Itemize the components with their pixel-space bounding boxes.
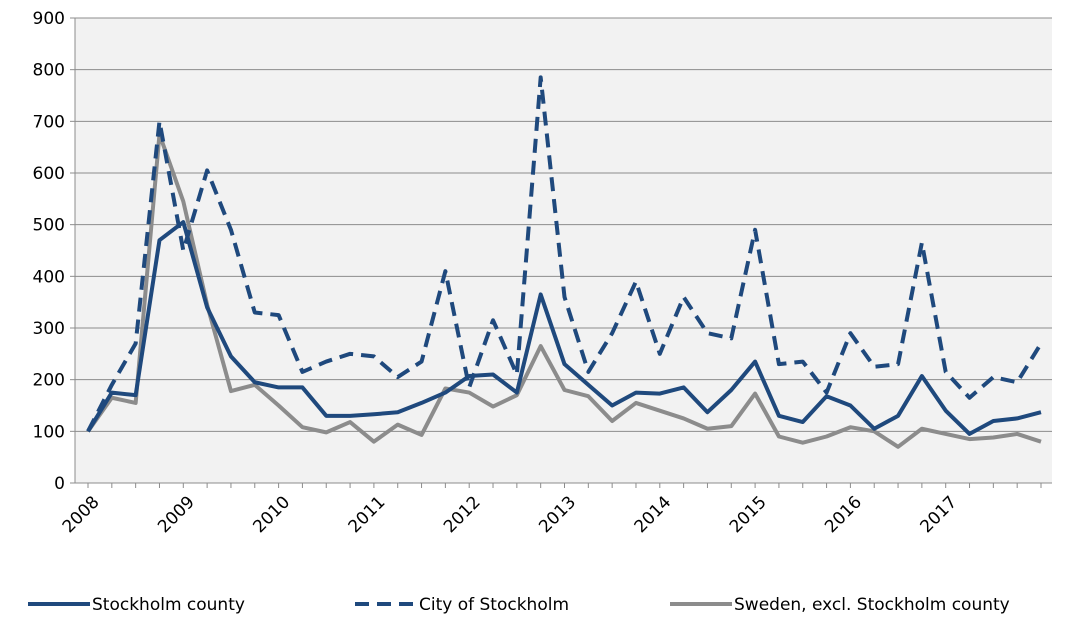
y-tick-label: 100 — [33, 422, 65, 442]
plot-area — [75, 18, 1052, 483]
x-tick-label: 2016 — [821, 492, 866, 537]
y-tick-label: 800 — [33, 61, 65, 81]
y-tick-label: 700 — [33, 112, 65, 132]
x-tick-label: 2008 — [59, 492, 104, 537]
x-tick-label: 2011 — [345, 492, 390, 537]
x-tick-label: 2009 — [154, 492, 199, 537]
y-tick-label: 200 — [33, 371, 65, 391]
x-tick-label: 2014 — [631, 492, 676, 537]
y-tick-label: 500 — [33, 216, 65, 236]
y-tick-label: 300 — [33, 319, 65, 339]
y-tick-label: 400 — [33, 267, 65, 287]
series-line — [86, 132, 1042, 449]
x-tick-label: 2012 — [440, 492, 485, 537]
y-tick-label: 900 — [33, 9, 65, 29]
series-line — [86, 75, 1043, 433]
x-tick-label: 2013 — [535, 492, 580, 537]
x-tick-label: 2015 — [726, 492, 771, 537]
y-tick-label: 600 — [33, 164, 65, 184]
legend-label: Stockholm county — [92, 595, 245, 615]
legend-label: Sweden, excl. Stockholm county — [734, 595, 1010, 615]
y-tick-label: 0 — [54, 474, 65, 494]
x-tick-label: 2017 — [917, 492, 962, 537]
x-tick-label: 2010 — [249, 492, 294, 537]
series-line — [86, 220, 1042, 436]
legend-label: City of Stockholm — [419, 595, 569, 615]
